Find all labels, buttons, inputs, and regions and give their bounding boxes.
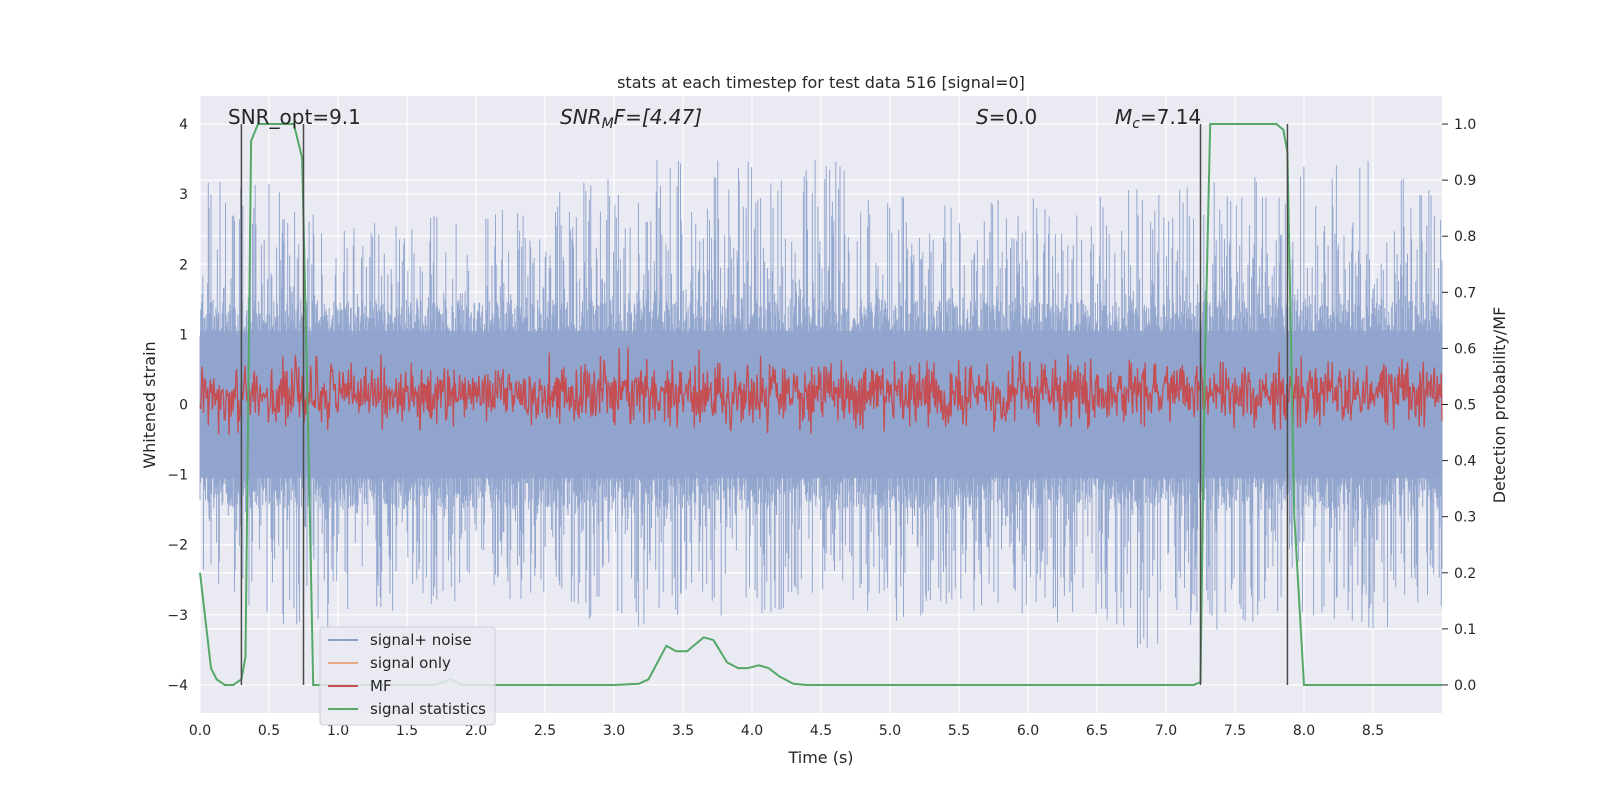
x-tick-label: 1.5 — [396, 723, 418, 739]
x-tick-label: 6.0 — [1017, 723, 1039, 739]
legend-label-signal-statistics: signal statistics — [370, 700, 486, 718]
annotation-snr-mf-sub: M — [602, 116, 614, 132]
y-tick-label-right: 0.6 — [1454, 341, 1476, 357]
x-tick-label: 8.0 — [1293, 723, 1315, 739]
x-tick-label: 0.0 — [189, 723, 211, 739]
x-tick-label: 1.0 — [327, 723, 349, 739]
legend-label-signal-noise: signal+ noise — [370, 631, 472, 649]
y-tick-label-left: 2 — [179, 257, 188, 273]
annotation-s-rest: =0.0 — [989, 105, 1038, 129]
annotation-s-main: S — [976, 105, 989, 129]
legend-box — [319, 626, 496, 726]
x-tick-label: 7.0 — [1155, 723, 1177, 739]
x-tick-label: 8.5 — [1362, 723, 1384, 739]
y-tick-label-right: 0.5 — [1454, 398, 1476, 414]
y-tick-label-right: 0.9 — [1454, 173, 1476, 189]
x-axis-label: Time (s) — [787, 748, 853, 767]
x-tick-label: 2.5 — [534, 723, 556, 739]
x-tick-label: 5.5 — [948, 723, 970, 739]
legend-label-mf: MF — [370, 677, 392, 695]
annotation-snr-mf: SNRMF=[4.47] — [560, 105, 702, 132]
y-tick-label-right: 0.2 — [1454, 566, 1476, 582]
x-tick-label: 3.0 — [603, 723, 625, 739]
y-tick-label-left: 4 — [179, 117, 188, 133]
x-axis-ticks: 0.0 0.5 1.0 1.5 2.0 2.5 3.0 3.5 4.0 4.5 5.0 5.5 6.0 6… — [189, 723, 1384, 739]
vertical-markers — [240, 124, 1289, 685]
y-tick-label-left: −2 — [167, 538, 188, 554]
signal-statistics-line — [199, 123, 1442, 686]
y-axis-left-label: Whitened strain — [140, 341, 159, 468]
x-tick-label: 4.0 — [741, 723, 763, 739]
x-tick-label: 3.5 — [672, 723, 694, 739]
x-tick-label: 6.5 — [1086, 723, 1108, 739]
y-tick-label-left: 3 — [179, 187, 188, 203]
annotation-snr-mf-main: SNR — [560, 105, 602, 129]
y-tick-label-right: 0.3 — [1454, 510, 1476, 526]
y-tick-label-left: −1 — [167, 468, 188, 484]
x-tick-label: 7.5 — [1224, 723, 1246, 739]
annotation-mc-sub: c — [1132, 116, 1140, 132]
x-tick-label: 4.5 — [810, 723, 832, 739]
y-tick-label-right: 0.0 — [1454, 678, 1476, 694]
y-tick-label-left: 0 — [179, 398, 188, 414]
legend: signal+ noise signal only MF signal stat… — [319, 626, 496, 726]
y-tick-label-right: 0.1 — [1454, 622, 1476, 638]
chart-title: stats at each timestep for test data 516… — [617, 73, 1025, 92]
y-tick-label-right: 0.8 — [1454, 229, 1476, 245]
annotation-mc: Mc=7.14 — [1115, 105, 1201, 132]
y-tick-label-right: 0.4 — [1454, 454, 1476, 470]
y-tick-label-left: 1 — [179, 327, 188, 343]
mf-line — [199, 347, 1443, 436]
annotation-mc-main: M — [1115, 105, 1132, 129]
annotation-s: S=0.0 — [976, 105, 1037, 129]
y-tick-label-right: 0.7 — [1454, 285, 1476, 301]
x-tick-label: 2.0 — [465, 723, 487, 739]
y-axis-right-ticks: 1.0 0.9 0.8 0.7 0.6 0.5 0.4 0.3 0.2 0.1 0.0 — [1442, 117, 1476, 694]
y-tick-label-left: −4 — [167, 678, 188, 694]
legend-label-signal-only: signal only — [370, 654, 451, 672]
y-axis-left-ticks: 4 3 2 1 0 −1 −2 −3 −4 — [167, 117, 188, 694]
x-tick-label: 0.5 — [258, 723, 280, 739]
y-tick-label-left: −3 — [167, 608, 188, 624]
y-tick-label-right: 1.0 — [1454, 117, 1476, 133]
y-axis-right-label: Detection probability/MF — [1490, 307, 1509, 504]
annotation-mc-rest: =7.14 — [1140, 105, 1201, 129]
signal-statistics-series — [199, 123, 1442, 686]
x-tick-label: 5.0 — [879, 723, 901, 739]
annotation-snr-opt: SNR_opt=9.1 — [228, 105, 361, 129]
annotation-snr-mf-rest: F=[4.47] — [614, 105, 702, 129]
mf-series — [199, 347, 1443, 436]
